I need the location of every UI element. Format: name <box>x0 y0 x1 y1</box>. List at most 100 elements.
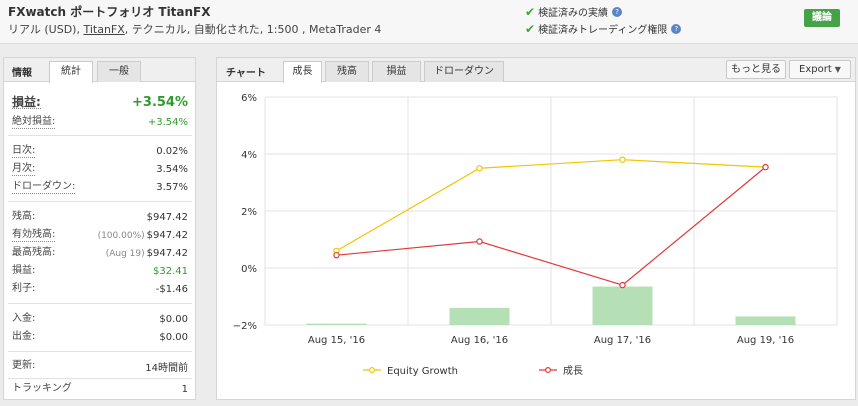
abs-gain-row: 絶対損益: +3.54% <box>12 114 188 130</box>
chart-label: チャート <box>226 68 266 79</box>
withdrawals-label: 出金: <box>12 331 36 342</box>
gain-row: 損益: +3.54% <box>12 94 188 110</box>
export-button[interactable]: Export ▼ <box>789 60 851 79</box>
help-icon[interactable]: ? <box>671 23 682 34</box>
equity-row: 有効残高: (100.00%) $947.42 <box>12 227 188 243</box>
interest-row: 利子: -$1.46 <box>12 281 188 297</box>
daily-row: 日次: 0.02% <box>12 143 188 159</box>
help-icon[interactable]: ? <box>612 6 623 17</box>
y-tick-label: 0% <box>241 264 257 275</box>
monthly-value: 3.54% <box>156 163 188 175</box>
equity-label: 有効残高: <box>12 228 56 242</box>
updated-label: 更新: <box>12 360 36 371</box>
x-tick-label: Aug 16, '16 <box>451 335 508 346</box>
verified-trading-label: 検証済みトレーディング権限 <box>538 25 668 36</box>
tab-profit[interactable]: 損益 <box>372 61 421 82</box>
data-point <box>762 163 769 171</box>
daily-label: 日次: <box>12 144 36 158</box>
divider <box>8 201 192 202</box>
data-bar <box>449 307 510 325</box>
monthly-row: 月次: 3.54% <box>12 161 188 177</box>
abs-gain-label: 絶対損益: <box>12 115 56 129</box>
series-line <box>336 159 766 252</box>
legend-entry: Equity Growth <box>387 366 458 377</box>
growth-chart: 6% 4% 2% 0% −2% Aug 15, '16 Aug 16, '16 Aug 17,… <box>233 93 838 377</box>
tab-growth[interactable]: 成長 <box>283 61 322 83</box>
interest-value: -$1.46 <box>155 283 188 295</box>
verified-track-label: 検証済みの実績 <box>538 8 609 19</box>
chart-panel: チャート 成長 残高 損益 ドローダウン もっと見る Export ▼ 6% 4% 2… <box>216 57 856 400</box>
subtitle-suffix: , テクニカル, 自動化された, 1:500 , MetaTrader 4 <box>124 23 382 36</box>
legend-entry: 成長 <box>563 365 583 377</box>
highest-label: 最高残高: <box>12 247 56 258</box>
divider <box>8 135 192 136</box>
daily-value: 0.02% <box>156 145 188 157</box>
verified-track-record: ✔ 検証済みの実績 ? <box>525 4 623 19</box>
y-tick-label: 2% <box>241 207 257 218</box>
tracking-label: トラッキング <box>12 383 72 394</box>
data-point <box>619 281 626 289</box>
gain-label: 損益: <box>12 94 41 109</box>
x-tick-label: Aug 19, '16 <box>737 335 794 346</box>
deposits-label: 入金: <box>12 313 36 324</box>
broker-link[interactable]: TitanFX <box>83 23 125 36</box>
export-label: Export <box>799 64 832 75</box>
tab-general[interactable]: 一般 <box>97 61 141 82</box>
highest-value: $947.42 <box>146 247 188 259</box>
discuss-button[interactable]: 議論 <box>804 9 840 27</box>
x-tick-label: Aug 17, '16 <box>594 335 651 346</box>
divider <box>8 378 192 379</box>
data-bar <box>735 316 796 325</box>
series-line <box>336 166 766 286</box>
y-tick-label: −2% <box>233 321 257 332</box>
abs-gain-value: +3.54% <box>147 116 188 128</box>
info-label: 情報 <box>12 68 32 79</box>
y-tick-label: 6% <box>241 93 257 104</box>
legend-marker <box>545 367 552 374</box>
gain-value: +3.54% <box>132 94 188 110</box>
withdrawals-row: 出金: $0.00 <box>12 329 188 345</box>
tab-balance[interactable]: 残高 <box>325 61 369 82</box>
header: FXwatch ポートフォリオ TitanFX リアル (USD), Titan… <box>0 0 858 44</box>
updated-value: 14時間前 <box>145 362 188 374</box>
balance-row: 残高: $947.42 <box>12 209 188 225</box>
updated-row: 更新: 14時間前 <box>12 358 188 374</box>
tab-drawdown[interactable]: ドローダウン <box>424 61 504 82</box>
page-title: FXwatch ポートフォリオ TitanFX <box>8 5 211 19</box>
profit-row: 損益: $32.41 <box>12 263 188 279</box>
check-icon: ✔ <box>525 21 536 36</box>
drawdown-row: ドローダウン: 3.57% <box>12 179 188 195</box>
data-point <box>476 165 483 172</box>
balance-value: $947.42 <box>146 211 188 223</box>
tracking-value: 1 <box>181 383 188 395</box>
data-point <box>619 156 626 163</box>
more-button[interactable]: もっと見る <box>726 60 786 79</box>
subtitle-prefix: リアル (USD), <box>8 23 84 36</box>
highest-row: 最高残高: (Aug 19) $947.42 <box>12 245 188 261</box>
chevron-down-icon: ▼ <box>834 65 841 74</box>
deposits-row: 入金: $0.00 <box>12 311 188 327</box>
drawdown-value: 3.57% <box>156 181 188 193</box>
divider <box>8 351 192 352</box>
legend-marker <box>369 367 376 374</box>
y-tick-label: 4% <box>241 150 257 161</box>
tab-stats[interactable]: 統計 <box>49 61 93 83</box>
data-bar <box>306 323 367 325</box>
equity-note: (100.00%) <box>97 230 145 241</box>
equity-value: $947.42 <box>146 229 188 241</box>
deposits-value: $0.00 <box>159 313 188 325</box>
check-icon: ✔ <box>525 4 536 19</box>
withdrawals-value: $0.00 <box>159 331 188 343</box>
monthly-label: 月次: <box>12 162 36 176</box>
tracking-row: トラッキング 1 <box>12 381 188 397</box>
account-subtitle: リアル (USD), TitanFX, テクニカル, 自動化された, 1:500… <box>8 21 381 37</box>
chart-tabs: チャート 成長 残高 損益 ドローダウン もっと見る Export ▼ <box>217 58 855 83</box>
profit-label: 損益: <box>12 265 36 276</box>
data-point <box>476 238 483 245</box>
profit-value: $32.41 <box>153 265 188 277</box>
info-panel: 情報 統計 一般 損益: +3.54% 絶対損益: +3.54% 日次: 0.0… <box>3 57 196 400</box>
interest-label: 利子: <box>12 283 36 294</box>
x-tick-label: Aug 15, '16 <box>308 335 365 346</box>
info-tabs: 情報 統計 一般 <box>4 58 195 83</box>
data-point <box>333 251 340 259</box>
